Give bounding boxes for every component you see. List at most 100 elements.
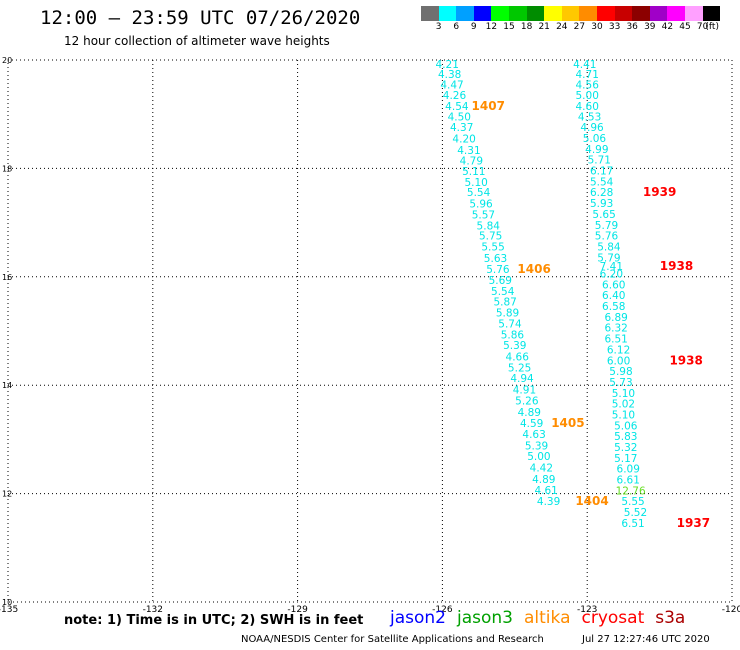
- wave-height-value: 6.51: [621, 518, 644, 530]
- pass-time-label: 1404: [575, 494, 608, 508]
- wave-height-value: 4.54: [445, 101, 469, 113]
- wave-height-value: 5.55: [621, 496, 644, 508]
- wave-height-value: 5.79: [597, 252, 620, 264]
- wave-height-value: 5.06: [583, 133, 607, 145]
- wave-height-value: 5.10: [612, 388, 635, 400]
- scale-tick-label: 9: [470, 22, 477, 32]
- scale-tick-label: 3: [435, 22, 442, 32]
- map-title: 12:00 – 23:59 UTC 07/26/2020: [40, 7, 361, 29]
- scale-swatch: [596, 6, 615, 21]
- scale-swatch: [702, 6, 721, 21]
- wave-height-value: 6.28: [590, 187, 613, 199]
- wave-height-value: 4.79: [460, 155, 483, 167]
- latitude-tick-label: 12: [2, 490, 12, 499]
- wave-height-value: 6.32: [604, 323, 627, 335]
- wave-height-value: 4.60: [576, 101, 599, 113]
- wave-height-value: 5.54: [467, 187, 491, 199]
- wave-height-value: 6.51: [604, 334, 627, 346]
- wave-height-value: 6.12: [607, 344, 630, 356]
- units-note: note: 1) Time is in UTC; 2) SWH is in fe…: [64, 613, 364, 628]
- wave-height-value: 4.41: [573, 59, 596, 71]
- latitude-tick-label: 16: [2, 273, 12, 282]
- wave-height-value: 5.06: [614, 420, 638, 432]
- wave-height-value: 5.54: [491, 286, 515, 298]
- scale-swatch: [473, 6, 492, 21]
- wave-height-value: 4.99: [585, 144, 608, 156]
- scale-swatch: [632, 6, 650, 21]
- wave-height-value: 4.91: [513, 385, 536, 397]
- scale-unit-label: (ft): [705, 22, 719, 32]
- scale-swatch: [544, 6, 562, 21]
- longitude-tick-label: -129: [287, 605, 308, 615]
- longitude-tick-label: -120: [722, 605, 740, 615]
- wave-height-value: 5.00: [576, 90, 599, 102]
- generation-timestamp: Jul 27 12:27:46 UTC 2020: [582, 634, 710, 645]
- wave-height-value: 4.56: [576, 79, 600, 91]
- scale-swatch: [649, 6, 668, 21]
- wave-height-value: 4.26: [443, 90, 467, 102]
- scale-swatch: [614, 6, 633, 21]
- wave-height-value: 4.71: [576, 69, 599, 81]
- wave-height-value: 12.76: [616, 485, 646, 497]
- wave-height-value: 5.98: [609, 366, 632, 378]
- wave-height-value: 5.55: [481, 241, 504, 253]
- wave-height-value: 4.94: [510, 373, 534, 385]
- wave-height-value: 4.61: [534, 485, 557, 497]
- longitude-tick-label: -135: [0, 605, 18, 615]
- scale-swatch: [456, 6, 474, 21]
- wave-height-value: 4.53: [578, 111, 601, 123]
- pass-time-label: 1405: [551, 416, 584, 430]
- wave-height-value: 4.37: [450, 122, 473, 134]
- scale-swatch: [579, 6, 597, 21]
- wave-height-value: 5.02: [612, 399, 635, 411]
- wave-height-value: 5.00: [527, 451, 550, 463]
- map-frame: [7, 59, 733, 603]
- scale-tick-label: 30: [591, 22, 603, 32]
- wave-height-value: 5.93: [590, 198, 613, 210]
- pass-time-label: 1407: [472, 99, 505, 113]
- wave-height-value: 5.76: [595, 231, 619, 243]
- wave-height-value: 4.39: [537, 496, 560, 508]
- wave-height-value: 4.89: [518, 407, 541, 419]
- wave-height-value: 4.47: [440, 79, 463, 91]
- wave-height-value: 5.65: [592, 209, 615, 221]
- scale-swatch: [561, 6, 580, 21]
- satellite-s3a: s3a: [655, 608, 686, 628]
- wave-height-value: 4.20: [452, 134, 475, 146]
- scale-tick-label: 42: [661, 22, 674, 32]
- wave-height-value: 5.32: [614, 442, 637, 454]
- satellite-jason3: jason3: [457, 608, 513, 628]
- wave-height-value: 5.25: [508, 362, 531, 374]
- scale-swatch: [421, 6, 439, 21]
- scale-tick-label: 21: [538, 22, 550, 32]
- longitude-tick-label: -126: [432, 605, 453, 615]
- wave-height-value: 5.63: [484, 253, 507, 265]
- satellite-cryosat: cryosat: [581, 608, 645, 628]
- wave-height-value: 5.52: [624, 507, 647, 519]
- scale-tick-label: 6: [453, 22, 460, 32]
- longitude-tick-label: -123: [577, 605, 597, 615]
- wave-height-value: 6.17: [590, 166, 613, 178]
- scale-swatch: [667, 6, 685, 21]
- wave-height-value: 5.87: [493, 297, 516, 309]
- pass-time-label: 1939: [643, 185, 676, 199]
- wave-height-value: 6.60: [602, 279, 625, 291]
- satellite-altika: altika: [524, 608, 571, 628]
- scale-tick-label: 36: [626, 22, 638, 32]
- wave-height-value: 5.83: [614, 431, 637, 443]
- scale-swatch: [438, 6, 457, 21]
- wave-height-value: 6.20: [600, 269, 623, 281]
- wave-height-value: 6.09: [617, 464, 640, 476]
- wave-height-value: 5.79: [595, 220, 618, 232]
- scale-tick-label: 18: [520, 22, 533, 32]
- pass-time-label: 1406: [517, 262, 550, 276]
- latitude-tick-label: 18: [2, 164, 12, 173]
- wave-height-value: 5.54: [590, 176, 614, 188]
- wave-height-value: 6.58: [602, 301, 625, 313]
- wave-height-value: 5.10: [464, 177, 487, 189]
- wave-height-value: 5.76: [486, 264, 510, 276]
- wave-height-value: 5.86: [501, 329, 525, 341]
- map-subtitle: 12 hour collection of altimeter wave hei…: [64, 34, 330, 48]
- latitude-tick-label: 10: [2, 598, 12, 607]
